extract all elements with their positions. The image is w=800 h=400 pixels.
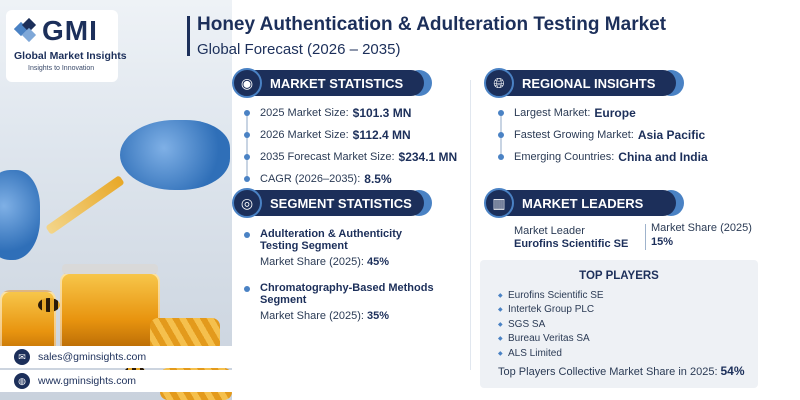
market-leader: Market Leader Eurofins Scientific SE <box>514 225 628 250</box>
market-leaders-header: ▥ MARKET LEADERS <box>484 188 684 218</box>
jar-lid-image <box>62 264 158 274</box>
segment-title: Adulteration & Authenticity Testing Segm… <box>260 228 402 252</box>
regional-insights-heading: REGIONAL INSIGHTS <box>506 70 684 96</box>
segment-statistics-header: ◎ SEGMENT STATISTICS <box>232 188 432 218</box>
top-players-collective-share: Top Players Collective Market Share in 2… <box>498 364 745 378</box>
list-item: SGS SA <box>498 317 604 332</box>
market-share-label: Market Share (2025) <box>651 222 752 234</box>
segment-item: Adulteration & Authenticity Testing Segm… <box>244 228 440 268</box>
page-subtitle: Global Forecast (2026 – 2035) <box>197 41 401 58</box>
website-text[interactable]: www.gminsights.com <box>38 375 137 387</box>
market-statistics-header: ◉ MARKET STATISTICS <box>232 68 432 98</box>
title-accent-bar <box>187 16 190 56</box>
bee-image <box>38 298 60 312</box>
list-item: Emerging Countries: China and India <box>498 146 708 168</box>
segment-statistics-list: Adulteration & Authenticity Testing Segm… <box>244 228 440 322</box>
list-item: 2025 Market Size: $101.3 MN <box>244 102 457 124</box>
target-icon: ◎ <box>232 188 262 218</box>
list-item: 2026 Market Size: $112.4 MN <box>244 124 457 146</box>
segment-share: Market Share (2025): 35% <box>260 310 390 322</box>
regional-insights-list: Largest Market: Europe Fastest Growing Ma… <box>498 102 708 168</box>
segment-share: Market Share (2025): 45% <box>260 256 390 268</box>
market-statistics-list: 2025 Market Size: $101.3 MN 2026 Market S… <box>244 102 457 190</box>
segment-item: Chromatography-Based Methods Segment Mar… <box>244 282 440 322</box>
segment-title: Chromatography-Based Methods Segment <box>260 282 434 306</box>
dropper-image <box>45 175 125 235</box>
bar-chart-icon: ▥ <box>484 188 514 218</box>
gmi-logo-mark-icon <box>14 18 37 43</box>
gmi-logo: GMI Global Market Insights Insights to I… <box>6 10 127 82</box>
list-item: 2035 Forecast Market Size: $234.1 MN <box>244 146 457 168</box>
market-leader-share: Market Share (2025) 15% <box>651 222 752 248</box>
market-leaders-heading: MARKET LEADERS <box>506 190 684 216</box>
list-item: Fastest Growing Market: Asia Pacific <box>498 124 708 146</box>
logo-company-name: Global Market Insights <box>14 50 127 62</box>
page-title: Honey Authentication & Adulteration Test… <box>197 14 667 35</box>
gloved-hand-image <box>120 120 230 190</box>
email-text[interactable]: sales@gminsights.com <box>38 351 147 363</box>
list-item: Intertek Group PLC <box>498 303 604 318</box>
globe-chart-icon: ◉ <box>232 68 262 98</box>
email-icon: ✉ <box>14 349 30 365</box>
contact-website[interactable]: ◍ www.gminsights.com <box>0 370 232 392</box>
segment-statistics-heading: SEGMENT STATISTICS <box>254 190 432 216</box>
top-players-list: Eurofins Scientific SE Intertek Group PL… <box>498 288 604 361</box>
logo-tagline: Insights to Innovation <box>28 65 95 72</box>
honey-jar-image <box>60 272 160 352</box>
list-item: Largest Market: Europe <box>498 102 708 124</box>
gloved-hand-image <box>0 170 40 260</box>
top-players-panel: TOP PLAYERS Eurofins Scientific SE Inter… <box>480 260 758 388</box>
leader-divider <box>645 224 646 250</box>
market-leader-name: Eurofins Scientific SE <box>514 238 629 250</box>
market-leader-label: Market Leader <box>514 225 585 237</box>
globe-icon: 🌐︎ <box>484 68 514 98</box>
column-divider <box>470 80 471 370</box>
list-item: Eurofins Scientific SE <box>498 288 604 303</box>
list-item: Bureau Veritas SA <box>498 332 604 347</box>
regional-insights-header: 🌐︎ REGIONAL INSIGHTS <box>484 68 684 98</box>
market-share-value: 15% <box>651 236 674 248</box>
web-globe-icon: ◍ <box>14 373 30 389</box>
list-item: CAGR (2026–2035): 8.5% <box>244 168 457 190</box>
list-item: ALS Limited <box>498 346 604 361</box>
logo-gmi-text: GMI <box>42 15 98 46</box>
top-players-heading: TOP PLAYERS <box>579 270 659 282</box>
contact-email[interactable]: ✉ sales@gminsights.com <box>0 346 232 368</box>
market-statistics-heading: MARKET STATISTICS <box>254 70 432 96</box>
